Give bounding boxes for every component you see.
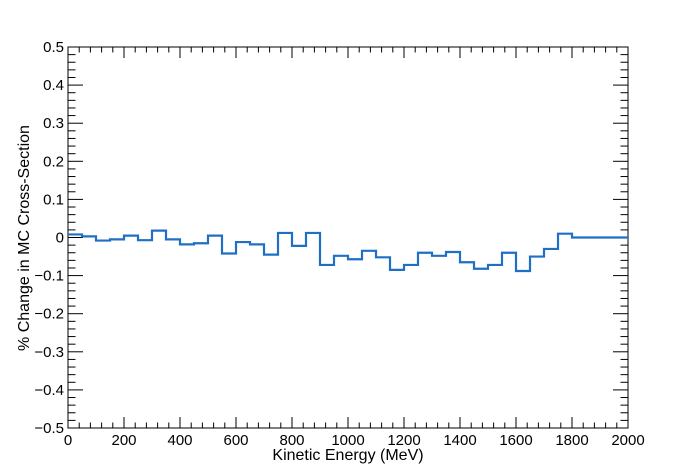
series-line: [68, 229, 628, 273]
x-tick-label: 1400: [443, 432, 476, 449]
x-tick-label: 0: [64, 432, 72, 449]
x-tick-label: 1600: [499, 432, 532, 449]
y-tick-label: −0.2: [34, 306, 64, 323]
y-tick-label: −0.3: [34, 344, 64, 361]
x-tick-label: 1000: [331, 432, 364, 449]
y-tick-label: 0.1: [43, 191, 64, 208]
y-tick-label: 0.2: [43, 153, 64, 170]
x-tick-label: 400: [167, 432, 192, 449]
y-tick-label: 0.3: [43, 115, 64, 132]
y-axis-title: % Change in MC Cross-Section: [16, 125, 33, 351]
y-tick-label: 0.5: [43, 39, 64, 56]
x-tick-label: 1800: [555, 432, 588, 449]
x-tick-label: 2000: [611, 432, 644, 449]
x-axis-title: Kinetic Energy (MeV): [272, 447, 423, 464]
tick-labels: 0 200 400 600 800 1000 1200 1400 1600 1800 2000 −0.…: [34, 39, 644, 449]
y-tick-label: −0.5: [34, 420, 64, 437]
x-tick-label: 600: [223, 432, 248, 449]
y-tick-label: −0.4: [34, 382, 64, 399]
x-tick-label: 800: [279, 432, 304, 449]
y-tick-label: 0: [56, 230, 64, 247]
y-tick-label: −0.1: [34, 268, 64, 285]
x-tick-label: 1200: [387, 432, 420, 449]
y-tick-label: 0.4: [43, 77, 64, 94]
x-tick-label: 200: [111, 432, 136, 449]
